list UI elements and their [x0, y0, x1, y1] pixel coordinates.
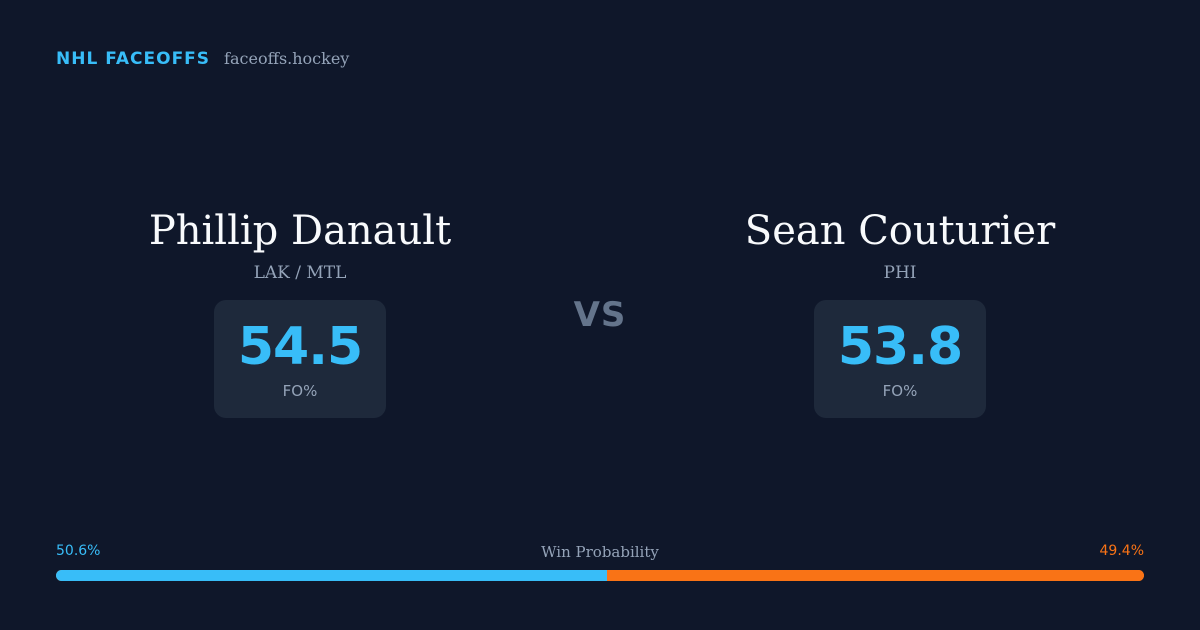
player-name: Phillip Danault: [148, 208, 452, 254]
brand-title: NHL FACEOFFS: [56, 49, 211, 69]
win-probability-fill-left: [56, 570, 607, 581]
player-left: Phillip Danault LAK / MTL 54.5 FO%: [50, 205, 550, 418]
player-right: Sean Couturier PHI 53.8 FO%: [650, 205, 1150, 418]
stat-label: FO%: [882, 382, 918, 400]
brand-site: faceoffs.hockey: [224, 49, 350, 68]
brand-header: NHL FACEOFFS faceoffs.hockey: [56, 49, 349, 69]
stat-value: 53.8: [837, 317, 963, 377]
win-probability-bar: [56, 570, 1144, 581]
player-team: PHI: [883, 263, 917, 283]
vs-label: VS: [573, 295, 627, 335]
player-team: LAK / MTL: [253, 263, 347, 283]
win-probability-label: Win Probability: [541, 543, 659, 561]
player-name: Sean Couturier: [744, 208, 1056, 254]
stat-card: 54.5 FO%: [214, 300, 386, 418]
stat-value: 54.5: [237, 317, 363, 377]
stat-label: FO%: [282, 382, 318, 400]
stat-card: 53.8 FO%: [814, 300, 986, 418]
win-probability-fill-right: [606, 570, 1144, 581]
win-probability-row: 50.6% Win Probability 49.4%: [56, 543, 1144, 563]
win-probability-left: 50.6%: [56, 543, 101, 559]
win-probability-right: 49.4%: [1099, 543, 1144, 559]
